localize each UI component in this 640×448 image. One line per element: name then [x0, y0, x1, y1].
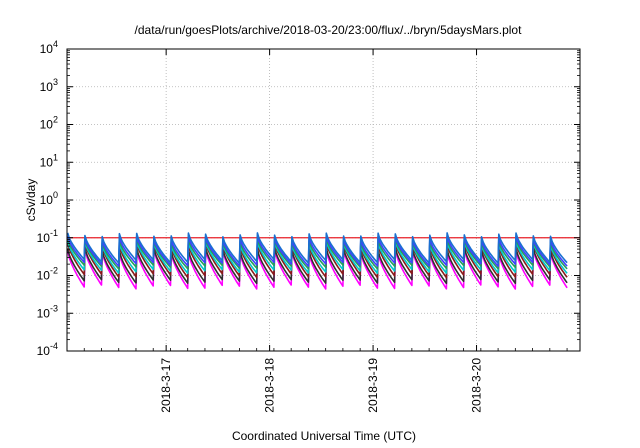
plot-frame — [66, 48, 581, 352]
series-line-1 — [66, 246, 568, 285]
y-tick-label: 10-4 — [37, 341, 58, 358]
y-tick-label: 10-1 — [37, 228, 58, 245]
y-tick-label: 10-3 — [37, 303, 58, 320]
y-tick-label: 102 — [40, 115, 58, 132]
series-line-3 — [66, 239, 568, 275]
chart-title: /data/run/goesPlots/archive/2018-03-20/2… — [135, 23, 523, 37]
x-tick-label: 2018-3-18 — [263, 358, 277, 413]
x-axis: 2018-3-17 2018-3-18 2018-3-19 2018-3-20 — [66, 49, 568, 413]
y-tick-label: 103 — [40, 77, 58, 94]
series-group — [66, 232, 568, 290]
y-tick-label: 101 — [40, 152, 58, 169]
x-tick-label: 2018-3-20 — [470, 358, 484, 413]
y-axis: 10-4 10-3 10-2 10-1 100 101 102 103 104 — [37, 39, 580, 358]
x-axis-label: Coordinated Universal Time (UTC) — [232, 429, 416, 443]
y-axis-label: cSv/day — [24, 179, 38, 222]
y-tick-label: 104 — [40, 39, 58, 56]
series-line-6 — [66, 232, 568, 264]
series-line-5 — [66, 235, 568, 267]
grid-lines — [67, 49, 580, 351]
y-tick-label: 100 — [40, 190, 58, 207]
x-tick-label: 2018-3-19 — [366, 358, 380, 413]
x-tick-label: 2018-3-17 — [159, 358, 173, 413]
y-tick-label: 10-2 — [37, 266, 58, 283]
series-line-4 — [66, 237, 568, 270]
